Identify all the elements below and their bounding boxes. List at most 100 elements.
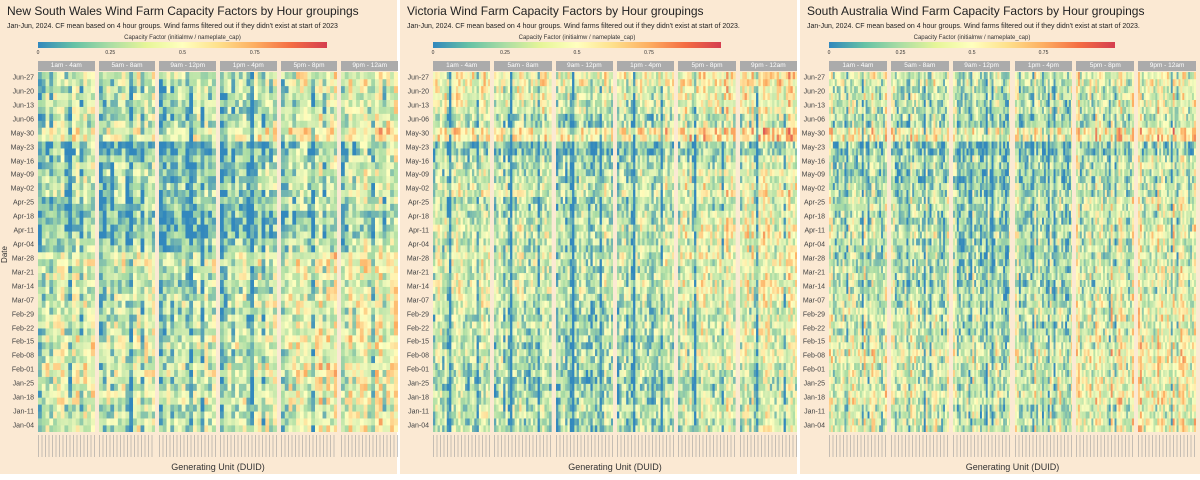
heatmap-cell (307, 127, 312, 135)
heatmap-cell (382, 217, 387, 225)
heatmap-cell (386, 265, 391, 274)
heatmap-cell (261, 175, 266, 184)
heatmap-cell (435, 369, 438, 377)
heatmap-cell (314, 342, 319, 350)
heatmap-cell (303, 148, 308, 156)
heatmap-cell (117, 383, 122, 391)
heatmap-cell (227, 92, 232, 100)
heatmap-cell (185, 425, 190, 432)
heatmap-cell (382, 252, 387, 260)
heatmap-cell (106, 238, 111, 246)
heatmap-cell (185, 238, 190, 246)
heatmap-cell (136, 286, 141, 294)
heatmap-cell (200, 238, 205, 246)
heatmap-cell (455, 418, 459, 426)
heatmap-cell (166, 328, 171, 336)
heatmap-cell (174, 120, 179, 128)
heatmap-cell (41, 321, 46, 329)
heatmap-cell (79, 369, 84, 377)
heatmap-cell (49, 328, 54, 336)
heatmap-cell (41, 293, 46, 301)
heatmap-cell (185, 307, 190, 315)
heatmap-cell (303, 113, 308, 121)
heatmap-cell (235, 355, 240, 364)
heatmap-cell (170, 362, 175, 370)
heatmap-cell (140, 113, 145, 121)
heatmap-cell (181, 231, 187, 239)
heatmap-cell (208, 425, 213, 432)
heatmap-cell (363, 210, 369, 218)
heatmap-cell (125, 127, 130, 135)
heatmap-cell (390, 155, 395, 163)
heatmap-cell (109, 99, 115, 107)
heatmap-cell (38, 265, 43, 274)
heatmap-cell (79, 314, 84, 322)
heatmap-cell (303, 106, 308, 114)
heatmap-cell (394, 362, 398, 370)
heatmap-cell (45, 390, 50, 398)
heatmap-cell (341, 286, 346, 294)
heatmap-cell (329, 328, 334, 336)
heatmap-cell (140, 203, 145, 211)
heatmap-cell (439, 369, 443, 377)
heatmap-cell (60, 182, 65, 190)
heatmap-cell (272, 362, 277, 370)
heatmap-cell (143, 369, 149, 377)
heatmap-cell (375, 217, 380, 225)
heatmap-cell (204, 307, 209, 315)
heatmap-cell (147, 196, 152, 204)
heatmap-cell (433, 404, 436, 412)
heatmap-cell (132, 272, 137, 280)
heatmap-cell (200, 369, 205, 377)
heatmap-cell (113, 134, 118, 142)
heatmap-cell (174, 293, 179, 301)
heatmap-cell (64, 397, 69, 405)
heatmap-cell (178, 245, 183, 253)
heatmap-cell (109, 376, 115, 384)
heatmap-cell (333, 335, 338, 343)
heatmap-cell (102, 85, 107, 94)
heatmap-cell (257, 245, 262, 253)
heatmap-cell (314, 286, 319, 294)
heatmap-cell (261, 155, 266, 163)
heatmap-cell (128, 418, 133, 426)
heatmap-cell (38, 321, 43, 329)
heatmap-cell (382, 238, 387, 246)
heatmap-cell (469, 383, 473, 391)
heatmap-cell (254, 252, 259, 260)
heatmap-cell (352, 85, 357, 94)
heatmap-cell (143, 182, 149, 190)
heatmap-cell (386, 286, 391, 294)
heatmap-cell (299, 99, 304, 107)
heatmap-cell (325, 196, 331, 204)
heatmap-cell (159, 189, 164, 197)
heatmap-cell (371, 418, 376, 426)
heatmap-cell (288, 231, 293, 239)
heatmap-cell (143, 376, 149, 384)
heatmap-cell (136, 272, 141, 280)
heatmap-cell (109, 106, 115, 114)
heatmap-cell (453, 404, 457, 412)
heatmap-cell (280, 314, 285, 322)
heatmap-cell (166, 272, 171, 280)
heatmap-cell (121, 196, 126, 204)
heatmap-cell (307, 162, 312, 170)
heatmap-cell (60, 203, 65, 211)
heatmap-cell (371, 72, 376, 80)
heatmap-cell (227, 376, 232, 384)
heatmap-cell (390, 238, 395, 246)
heatmap-cell (106, 293, 111, 301)
heatmap-cell (72, 231, 77, 239)
heatmap-cell (394, 314, 398, 322)
heatmap-cell (386, 162, 391, 170)
heatmap-cell (307, 307, 312, 315)
heatmap-cell (307, 376, 312, 384)
heatmap-cell (352, 224, 357, 232)
heatmap-cell (333, 252, 338, 260)
heatmap-cell (83, 72, 88, 80)
heatmap-cell (329, 245, 334, 253)
heatmap-cell (72, 196, 77, 204)
heatmap-cell (72, 348, 77, 357)
heatmap-cell (288, 217, 293, 225)
heatmap-cell (390, 252, 395, 260)
